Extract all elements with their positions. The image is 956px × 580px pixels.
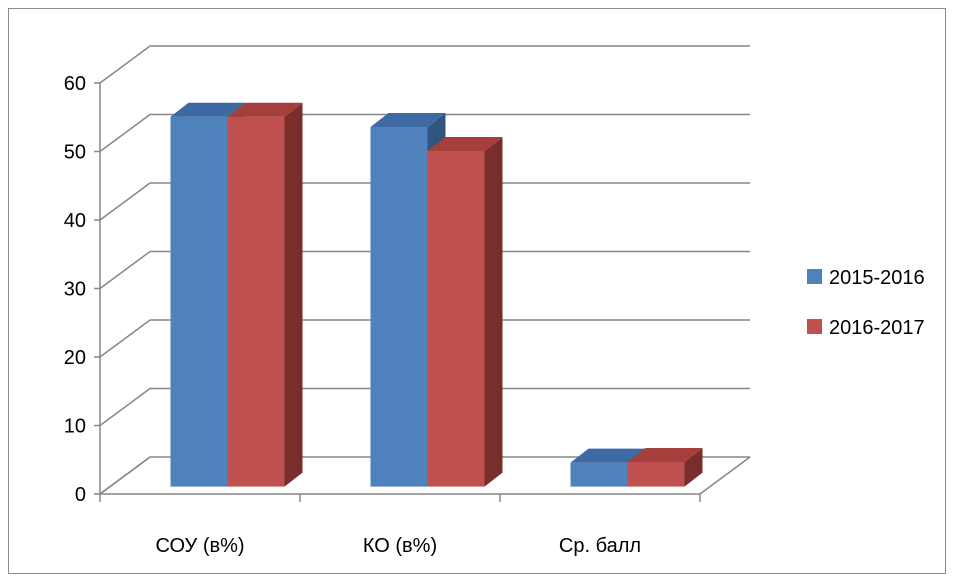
x-tick-label: Ср. балл (559, 535, 641, 557)
legend: 2015-2016 2016-2017 (807, 267, 925, 339)
y-tick-label: 10 (64, 416, 86, 438)
bar-front (427, 150, 485, 487)
legend-swatch (807, 319, 822, 334)
gridline-diagonal (99, 387, 151, 427)
gridline-diagonal (99, 250, 151, 290)
bar-2016-2017-Ср-балл (627, 447, 703, 487)
y-tick-label: 20 (64, 347, 86, 369)
bar-2016-2017-КО-в- (427, 136, 503, 487)
bar-front (570, 462, 628, 487)
y-tick-label: 50 (64, 142, 86, 164)
legend-label: 2015-2016 (829, 267, 925, 289)
bar-2015-2016-КО-в- (370, 112, 446, 487)
bar-top (427, 136, 503, 151)
y-tick-label: 30 (64, 279, 86, 301)
bar-front (627, 461, 685, 487)
gridline-diagonal (99, 456, 151, 495)
bar-top (570, 448, 646, 463)
bar-side (484, 136, 503, 487)
bar-side (684, 447, 703, 487)
bar-top (370, 112, 446, 127)
floor-right-edge (699, 456, 751, 495)
bar-top (170, 102, 246, 117)
y-tick-label: 60 (64, 73, 86, 95)
bars (170, 102, 703, 487)
x-tick-label: КО (в%) (363, 535, 437, 557)
y-tick-label: 0 (75, 484, 86, 506)
bar-front (370, 126, 428, 487)
gridline-diagonal (99, 113, 151, 153)
gridline-diagonal (99, 182, 151, 221)
gridline-diagonal (99, 319, 151, 358)
bar-top (627, 447, 703, 462)
y-axis: 0 10 20 30 40 50 60 (64, 73, 100, 506)
bar-front (227, 116, 285, 487)
legend-swatch (807, 269, 822, 284)
x-axis: СОУ (в%) КО (в%) Ср. балл (99, 494, 701, 557)
bar-front (170, 116, 228, 487)
bar-2016-2017-СОУ-в- (227, 102, 303, 487)
y-tick-label: 40 (64, 210, 86, 232)
bar-side (284, 102, 303, 487)
legend-label: 2016-2017 (829, 317, 925, 339)
gridline-diagonal (99, 45, 151, 84)
bar-top (227, 102, 303, 117)
x-tick-label: СОУ (в%) (155, 535, 244, 557)
